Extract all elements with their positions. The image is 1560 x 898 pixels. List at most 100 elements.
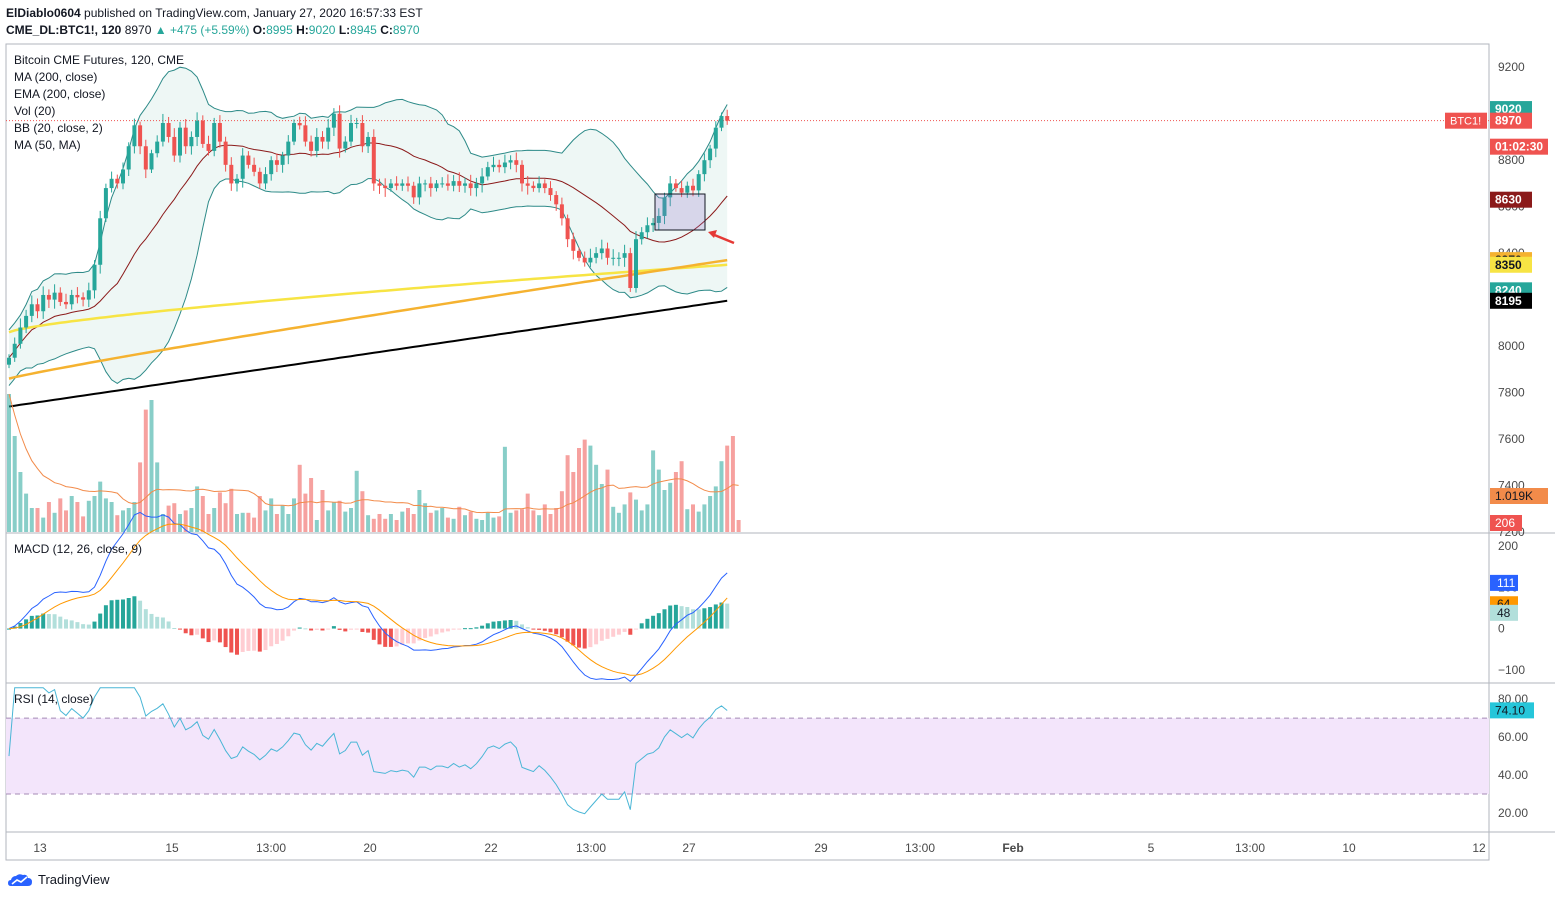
legend-ma50[interactable]: MA (50, MA) [14, 138, 81, 152]
candle [155, 135, 160, 158]
legend-rsi[interactable]: RSI (14, close) [14, 692, 94, 706]
volume-bar [406, 508, 410, 532]
candle [246, 151, 251, 169]
volume-bar [314, 520, 319, 532]
candle-body [183, 127, 188, 147]
volume-bar [445, 517, 450, 532]
candle-body [126, 146, 131, 170]
author-name[interactable]: ElDiablo0604 [6, 6, 81, 20]
legend-bb[interactable]: BB (20, close, 2) [14, 121, 103, 135]
candle [29, 295, 34, 323]
candle [406, 176, 410, 192]
legend-macd[interactable]: MACD (12, 26, close, 9) [14, 542, 143, 556]
macd-histogram-bar [651, 615, 656, 629]
macd-histogram-bar [537, 628, 542, 630]
candle [599, 239, 604, 260]
price-label-text: 8970 [1495, 114, 1522, 128]
macd-histogram-bar [451, 628, 456, 630]
volume-bar [480, 520, 485, 532]
rsi-tick-label: 20.00 [1498, 806, 1528, 820]
macd-histogram-bar [331, 626, 336, 629]
volume-bar [303, 493, 308, 532]
macd-histogram-bar [286, 628, 291, 637]
volume-ma-label: 1.019K [1490, 488, 1548, 504]
macd-histogram-bar [149, 613, 154, 629]
candle [708, 144, 713, 169]
candle-body [685, 185, 690, 193]
candle-body [622, 253, 627, 258]
volume-bar [69, 496, 74, 532]
candle [537, 176, 542, 193]
main-legend: Bitcoin CME Futures, 120, CME MA (200, c… [14, 52, 184, 154]
price-tick-label: 7600 [1498, 432, 1525, 446]
candle-body [719, 116, 724, 128]
candle [394, 176, 399, 191]
candle-body [451, 181, 456, 186]
macd-histogram-bar [314, 628, 319, 630]
candle-body [286, 141, 291, 156]
macd-histogram-bar [588, 628, 593, 648]
candle-body [548, 188, 553, 196]
candle [594, 247, 599, 264]
macd-histogram-bar [217, 628, 222, 643]
candle-body [138, 125, 143, 147]
candle [588, 248, 593, 268]
tradingview-cloud-icon [8, 873, 32, 886]
tradingview-logo[interactable]: TradingView [8, 872, 110, 887]
legend-vol[interactable]: Vol (20) [14, 104, 56, 118]
candle-body [240, 155, 245, 179]
volume-bar [559, 491, 564, 532]
price-change: +475 (+5.59%) [169, 23, 250, 37]
candle-body [577, 250, 581, 258]
time-tick-label: 13 [33, 841, 47, 855]
high-label: H: [296, 23, 309, 37]
volume-bar [434, 510, 439, 532]
volume-bar [599, 484, 604, 532]
macd-histogram-bar [668, 605, 673, 629]
volume-bar [189, 508, 194, 532]
candle [696, 170, 701, 197]
candle [559, 197, 564, 226]
candle-body [514, 160, 519, 165]
macd-histogram-bar [297, 627, 302, 629]
candle-body [172, 136, 177, 156]
macd-histogram-bar [86, 624, 91, 629]
macd-histogram-bar [195, 628, 200, 635]
candle [46, 289, 51, 308]
volume-bar [263, 510, 268, 532]
macd-histogram-bar [463, 628, 467, 630]
candle-body [611, 257, 616, 259]
candle-body [508, 160, 513, 163]
legend-ema200[interactable]: EMA (200, close) [14, 87, 106, 101]
volume-bar [371, 518, 376, 532]
macd-histogram-bar [229, 628, 234, 653]
macd-tick-label: −100 [1498, 663, 1525, 677]
volume-bar [554, 508, 559, 532]
candle-body [155, 141, 160, 154]
rsi-tick-label: 60.00 [1498, 730, 1528, 744]
candle-body [656, 215, 661, 223]
macd-tick-label: 200 [1498, 539, 1518, 553]
candle-body [388, 183, 393, 189]
macd-histogram-bar [445, 628, 450, 632]
candle-body [571, 239, 576, 251]
volume-bar [172, 503, 177, 532]
legend-ma200[interactable]: MA (200, close) [14, 70, 98, 84]
close-label: C: [380, 23, 393, 37]
candle-body [708, 148, 713, 161]
volume-last-label-text: 206 [1495, 516, 1515, 530]
candle [565, 214, 570, 248]
time-tick-label: 5 [1148, 841, 1155, 855]
volume-bar [18, 472, 23, 532]
macd-histogram-bar [18, 622, 23, 629]
candle-body [75, 294, 80, 298]
candle-body [331, 113, 336, 128]
macd-legend: MACD (12, 26, close, 9) [14, 541, 142, 558]
volume-bar [29, 508, 34, 532]
volume-bar [577, 448, 581, 532]
volume-bar [7, 394, 11, 532]
macd-histogram-bar [326, 628, 331, 630]
candle-body [406, 183, 410, 186]
candle-body [588, 257, 593, 263]
